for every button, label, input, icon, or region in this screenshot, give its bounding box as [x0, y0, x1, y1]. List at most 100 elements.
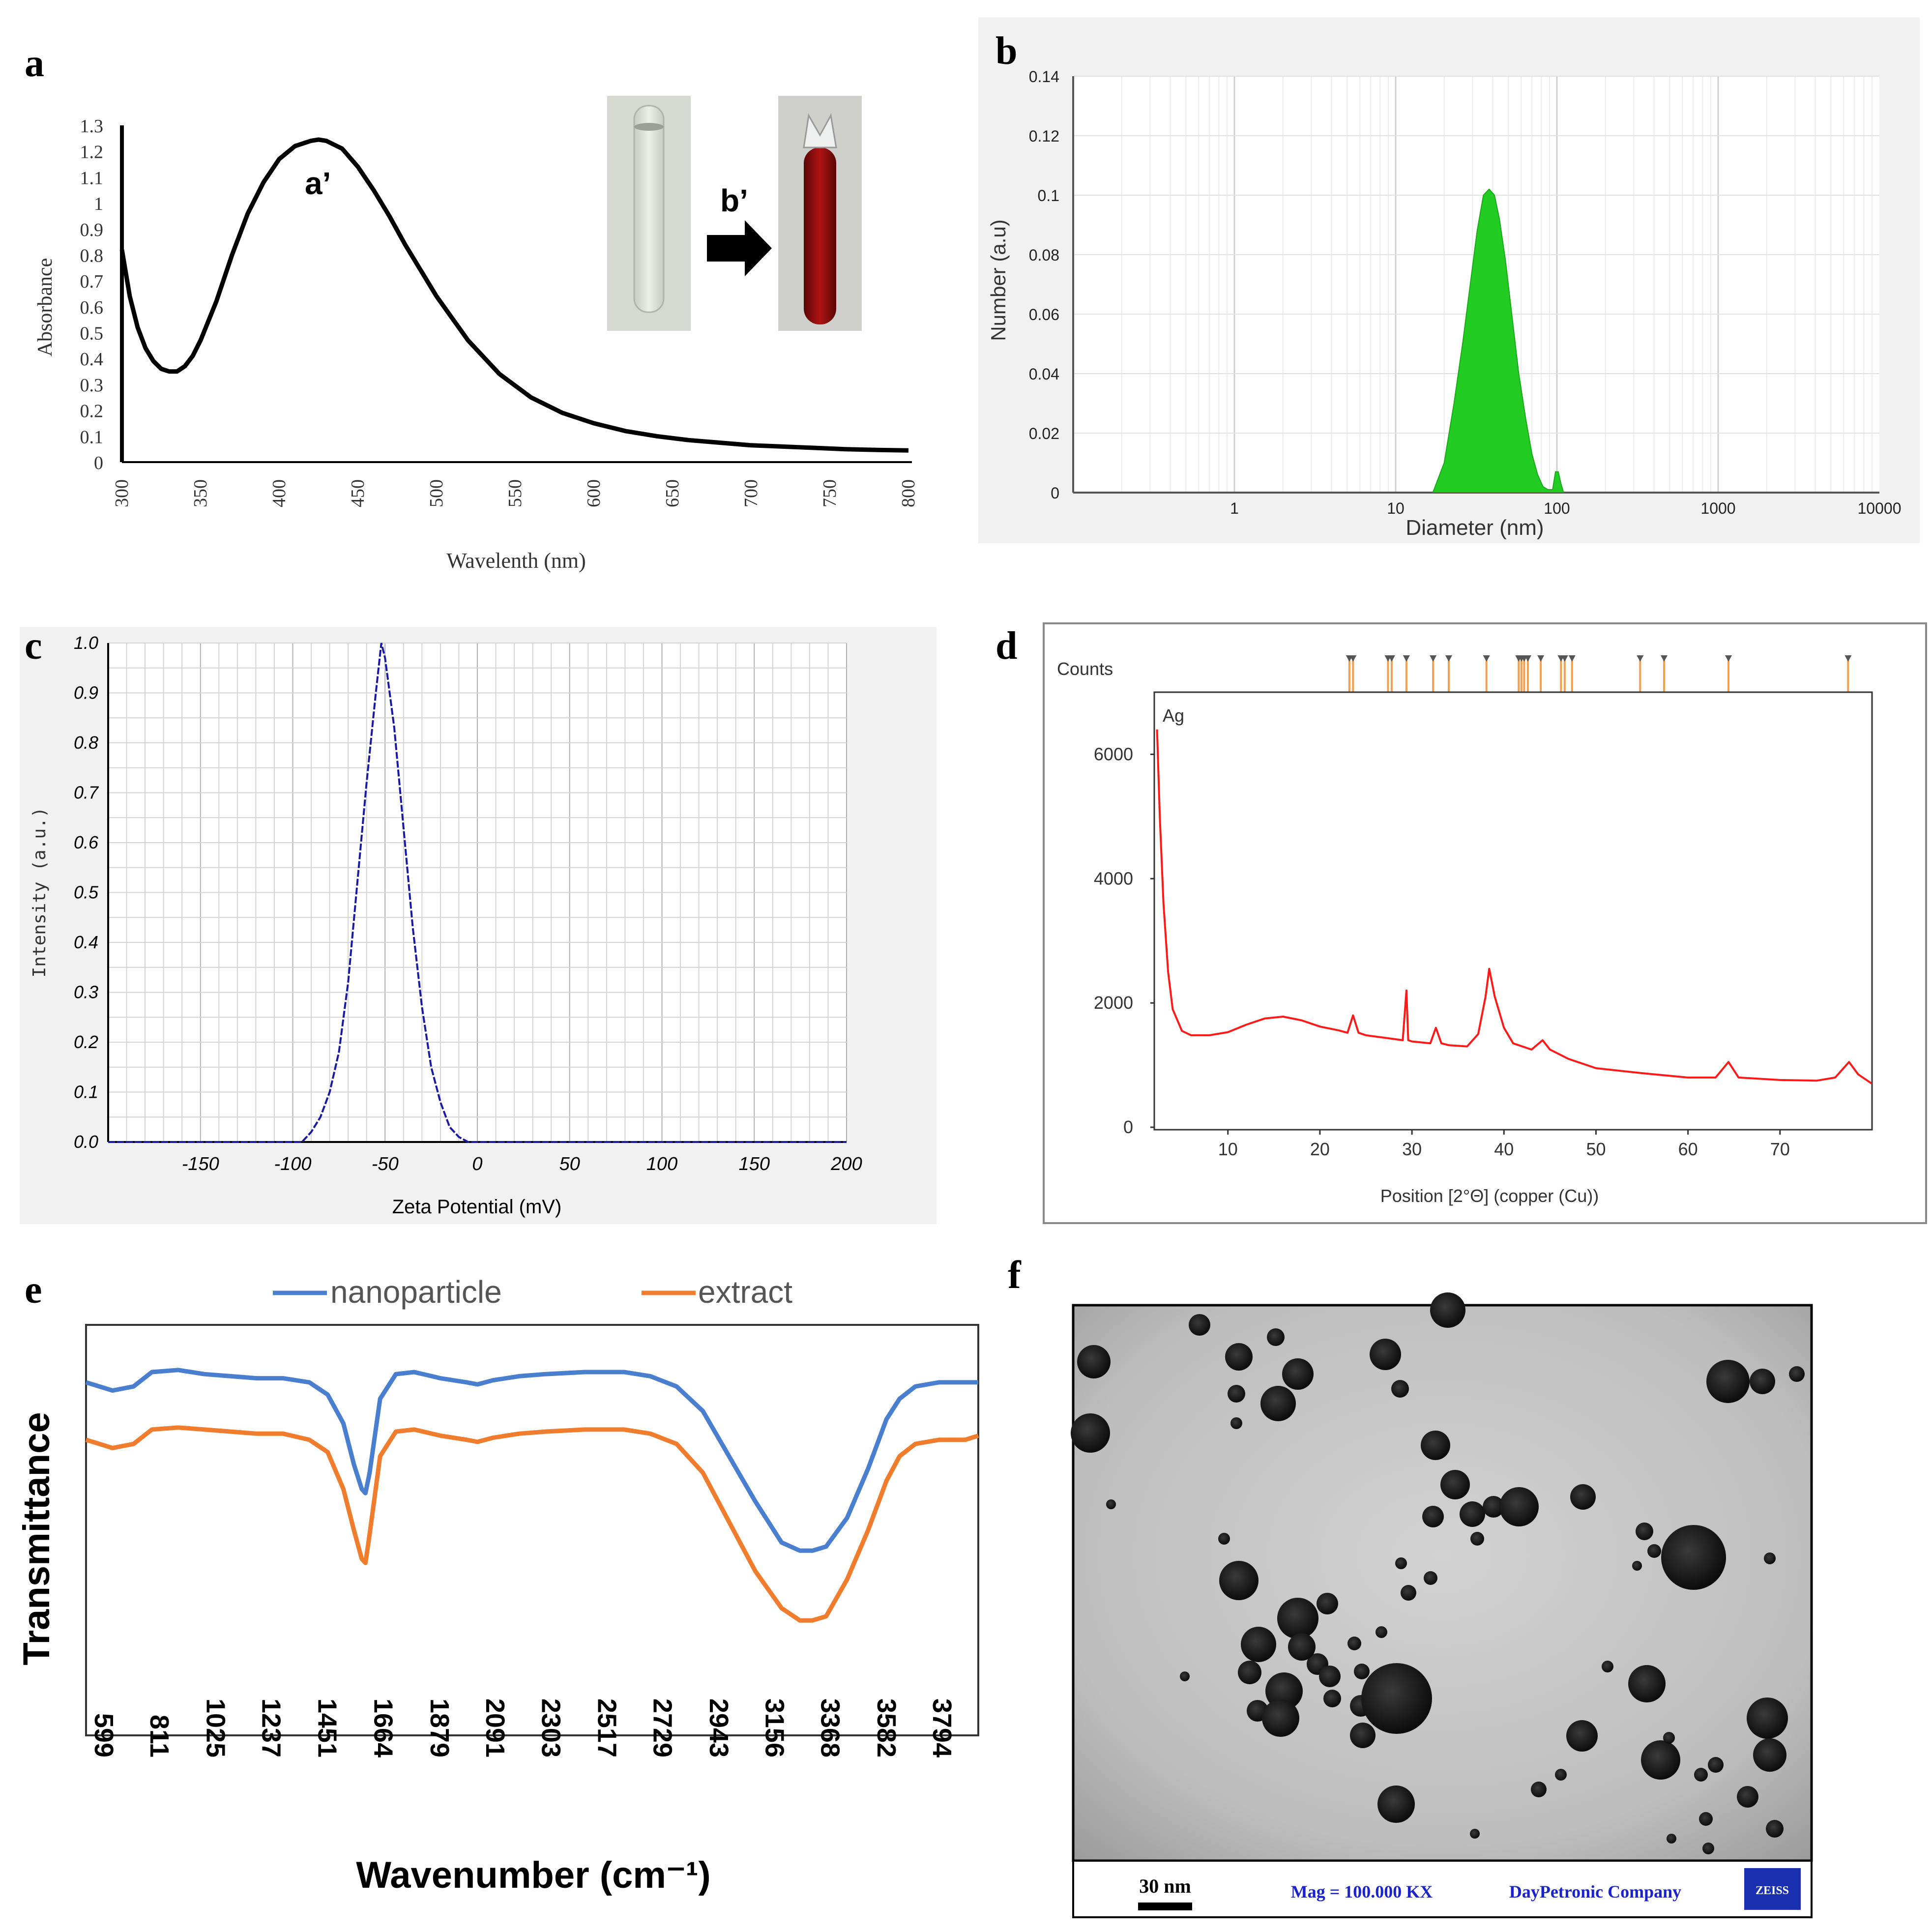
zeta-y-tick-label: 0.0	[74, 1132, 98, 1152]
ftir-y-label: Transmittance	[16, 1412, 58, 1665]
panel-f-tem: f 30 nm Mag = 100.000 KX DayPetronic Com…	[1008, 1254, 1813, 1918]
zeta-x-tick-label: -100	[274, 1154, 311, 1174]
legend-label-nanoparticle: nanoparticle	[330, 1274, 502, 1310]
xrd-x-tick-label: 30	[1402, 1139, 1422, 1159]
zeta-x-tick-label: 50	[559, 1154, 580, 1174]
zeta-gridlines	[108, 643, 847, 1142]
tem-nanoparticle	[1228, 1385, 1245, 1403]
uv-y-tick-label: 1.3	[80, 116, 104, 137]
ftir-x-ticks: 599 811 1025 1237 1451 1664 1879 2091 2303 2517 27…	[89, 1698, 957, 1757]
xrd-x-label: Position [2°Θ] (copper (Cu))	[1380, 1186, 1599, 1206]
xrd-x-ticks: 10 20 30 40 50 60 70	[1218, 1130, 1790, 1159]
uv-x-ticks: 300 350 400 450 500 550 600 650 700 750 800	[112, 479, 919, 507]
tem-nanoparticle	[1277, 1598, 1318, 1639]
uv-x-tick-label: 300	[112, 479, 132, 507]
zeta-x-tick-label: 100	[646, 1154, 677, 1174]
clear-tube	[633, 105, 665, 313]
panel-label-a: a	[25, 42, 44, 85]
tem-nanoparticle	[1225, 1343, 1253, 1371]
tem-nanoparticle	[1323, 1690, 1341, 1707]
ftir-x-tick-label: 2729	[648, 1698, 677, 1757]
tem-nanoparticle	[1647, 1544, 1661, 1558]
zeta-x-tick-label: 200	[830, 1154, 862, 1174]
xrd-y-tick-label: 2000	[1094, 993, 1133, 1013]
uv-y-tick-label: 0.3	[80, 375, 104, 396]
uv-x-tick-label: 550	[505, 479, 526, 507]
ftir-x-tick-label: 3368	[816, 1698, 845, 1757]
red-tube-cap	[803, 113, 837, 148]
tem-scale-bar	[1138, 1903, 1192, 1910]
panel-d-xrd: d Counts Ag 0 2000 4000 6000 10 20 30 40 50 60 70…	[995, 622, 1927, 1224]
xrd-reference-marker	[1430, 655, 1437, 662]
tem-nanoparticle	[1422, 1506, 1444, 1527]
dls-size-distribution	[1432, 188, 1564, 493]
tem-nanoparticle	[1706, 1360, 1750, 1403]
zeta-y-tick-label: 1.0	[74, 633, 98, 653]
zeiss-logo	[1744, 1868, 1801, 1910]
tem-nanoparticle	[1189, 1314, 1210, 1336]
tem-nanoparticle	[1602, 1661, 1613, 1672]
tem-nanoparticle	[1661, 1525, 1726, 1590]
tem-nanoparticle	[1430, 1292, 1465, 1328]
panel-label-c: c	[25, 624, 42, 668]
xrd-reference-marker	[1561, 655, 1568, 662]
tem-nanoparticle	[1460, 1501, 1485, 1527]
xrd-y-ticks: 0 2000 4000 6000	[1094, 744, 1154, 1137]
zeta-y-tick-label: 0.4	[74, 932, 98, 952]
ftir-x-tick-label: 599	[89, 1713, 118, 1757]
ftir-x-tick-label: 811	[145, 1715, 174, 1757]
dls-y-tick-label: 0.1	[1038, 187, 1059, 205]
xrd-reference-marker	[1445, 655, 1452, 662]
zeta-x-tick-label: -150	[182, 1154, 219, 1174]
dls-x-tick-label: 10	[1387, 499, 1405, 517]
ftir-x-tick-label: 1879	[425, 1698, 454, 1757]
tem-nanoparticle	[1317, 1593, 1338, 1614]
tem-company: DayPetronic Company	[1509, 1882, 1681, 1902]
tem-nanoparticle	[1288, 1633, 1316, 1661]
xrd-y-tick-label: 6000	[1094, 744, 1133, 764]
xrd-pattern-line	[1156, 729, 1872, 1085]
xrd-legend-ag: Ag	[1163, 705, 1184, 726]
ftir-x-tick-label: 2517	[592, 1698, 622, 1757]
uv-x-tick-label: 650	[662, 479, 683, 507]
tem-nanoparticle	[1737, 1786, 1758, 1808]
tem-nanoparticle	[1632, 1561, 1642, 1571]
xrd-x-tick-label: 40	[1494, 1139, 1514, 1159]
zeta-distribution-line	[108, 643, 847, 1143]
ftir-x-tick-label: 1664	[368, 1698, 398, 1757]
uv-y-tick-label: 0.2	[80, 401, 104, 422]
uv-y-tick-label: 0.1	[80, 427, 104, 447]
uv-x-tick-label: 600	[584, 479, 604, 507]
dls-y-tick-label: 0	[1051, 484, 1059, 502]
xrd-reference-lines	[1346, 655, 1852, 692]
zeta-x-label: Zeta Potential (mV)	[392, 1196, 562, 1218]
dls-x-tick-label: 100	[1544, 499, 1570, 517]
tem-nanoparticle	[1354, 1664, 1370, 1679]
uv-arrow-annotation: b’	[720, 183, 748, 218]
tem-nanoparticle	[1483, 1496, 1504, 1518]
zeiss-logo-text: ZEISS	[1756, 1884, 1789, 1897]
ftir-x-tick-label: 2943	[704, 1698, 733, 1757]
uv-x-tick-label: 500	[426, 479, 447, 507]
ftir-x-tick-label: 1025	[201, 1698, 230, 1757]
tem-nanoparticle	[1667, 1834, 1676, 1844]
uv-x-tick-label: 750	[820, 479, 840, 507]
zeta-y-tick-label: 0.5	[74, 882, 99, 903]
tem-info-bar	[1072, 1860, 1813, 1918]
xrd-reference-marker	[1483, 655, 1490, 662]
uv-y-tick-label: 0.8	[80, 245, 104, 266]
tem-nanoparticle	[1470, 1532, 1484, 1546]
xrd-counts-label: Counts	[1057, 659, 1113, 679]
tem-nanoparticle	[1566, 1720, 1598, 1752]
uv-y-tick-label: 0	[94, 453, 103, 473]
uv-y-tick-label: 1.1	[80, 168, 104, 188]
tem-nanoparticle	[1570, 1484, 1596, 1510]
dls-y-tick-label: 0.06	[1029, 306, 1059, 323]
dls-y-label: Number (a.u)	[987, 219, 1010, 341]
xrd-plot-area	[1153, 691, 1873, 1131]
tem-nanoparticle	[1499, 1487, 1539, 1526]
zeta-y-tick-label: 0.8	[74, 732, 98, 753]
panel-c-zeta: c 0.0 0.1 0.2 0.3 0.4 0.5 0.6 0.7 0.8 0.9 1.0 -150…	[20, 624, 937, 1224]
dls-x-tick-label: 1000	[1700, 499, 1735, 517]
